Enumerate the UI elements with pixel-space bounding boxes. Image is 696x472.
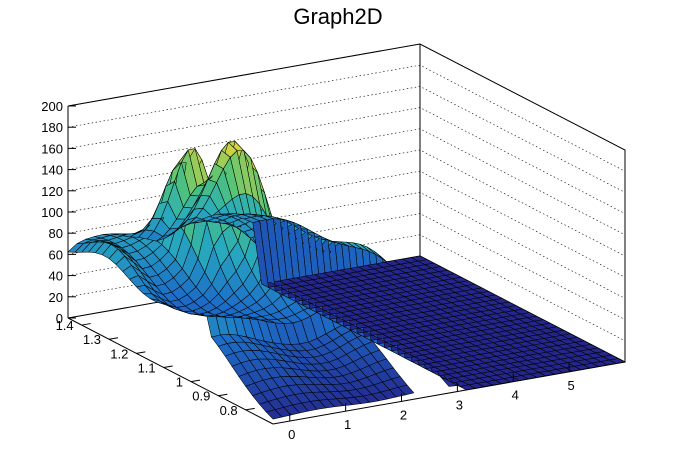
surface-layer <box>67 141 626 420</box>
z-gridline <box>67 107 626 214</box>
z-tick-label: 60 <box>49 247 63 262</box>
z-tick-label: 140 <box>41 163 63 178</box>
x-tick-label: 5 <box>568 378 575 393</box>
y-tick <box>163 365 173 368</box>
back-wall-frame <box>67 43 626 363</box>
y-axis-line <box>67 317 274 425</box>
z-tick-label: 20 <box>49 290 63 305</box>
z-gridline <box>67 43 626 151</box>
y-tick <box>245 407 255 411</box>
z-tick-label: 180 <box>41 120 63 135</box>
y-tick-label: 1.3 <box>83 332 101 347</box>
y-tick <box>190 379 201 383</box>
grid-layer <box>67 43 626 363</box>
y-tick-label: 1.1 <box>138 360 156 375</box>
x-tick-label: 3 <box>456 398 463 413</box>
y-tick-label: 1.2 <box>110 346 128 361</box>
z-tick-label: 200 <box>41 99 63 114</box>
axes-layer: 0123450.80.911.11.21.31.4020406080100120… <box>41 99 626 442</box>
x-tick-label: 4 <box>512 388 519 403</box>
y-tick <box>108 337 119 340</box>
x-tick-label: 2 <box>400 407 407 422</box>
z-tick-label: 80 <box>49 226 63 241</box>
y-tick <box>81 323 91 326</box>
z-tick-label: 120 <box>41 184 63 199</box>
x-axis-line <box>272 361 626 425</box>
chart-title: Graph2D <box>293 4 382 29</box>
surface-quad <box>67 243 84 253</box>
y-tick <box>218 393 228 397</box>
z-gridline <box>67 86 626 193</box>
z-tick-label: 0 <box>56 311 63 326</box>
z-tick-label: 100 <box>41 205 63 220</box>
y-tick-label: 0.9 <box>192 389 210 404</box>
y-tick-label: 1 <box>176 375 183 390</box>
y-tick <box>136 351 146 354</box>
x-tick-label: 0 <box>288 427 295 442</box>
y-tick-label: 0.8 <box>220 403 238 418</box>
x-tick-label: 1 <box>344 417 351 432</box>
z-tick-label: 160 <box>41 141 63 156</box>
y-tick-label: 1.4 <box>56 318 74 333</box>
z-tick-label: 40 <box>49 269 63 284</box>
z-gridline <box>67 64 626 172</box>
